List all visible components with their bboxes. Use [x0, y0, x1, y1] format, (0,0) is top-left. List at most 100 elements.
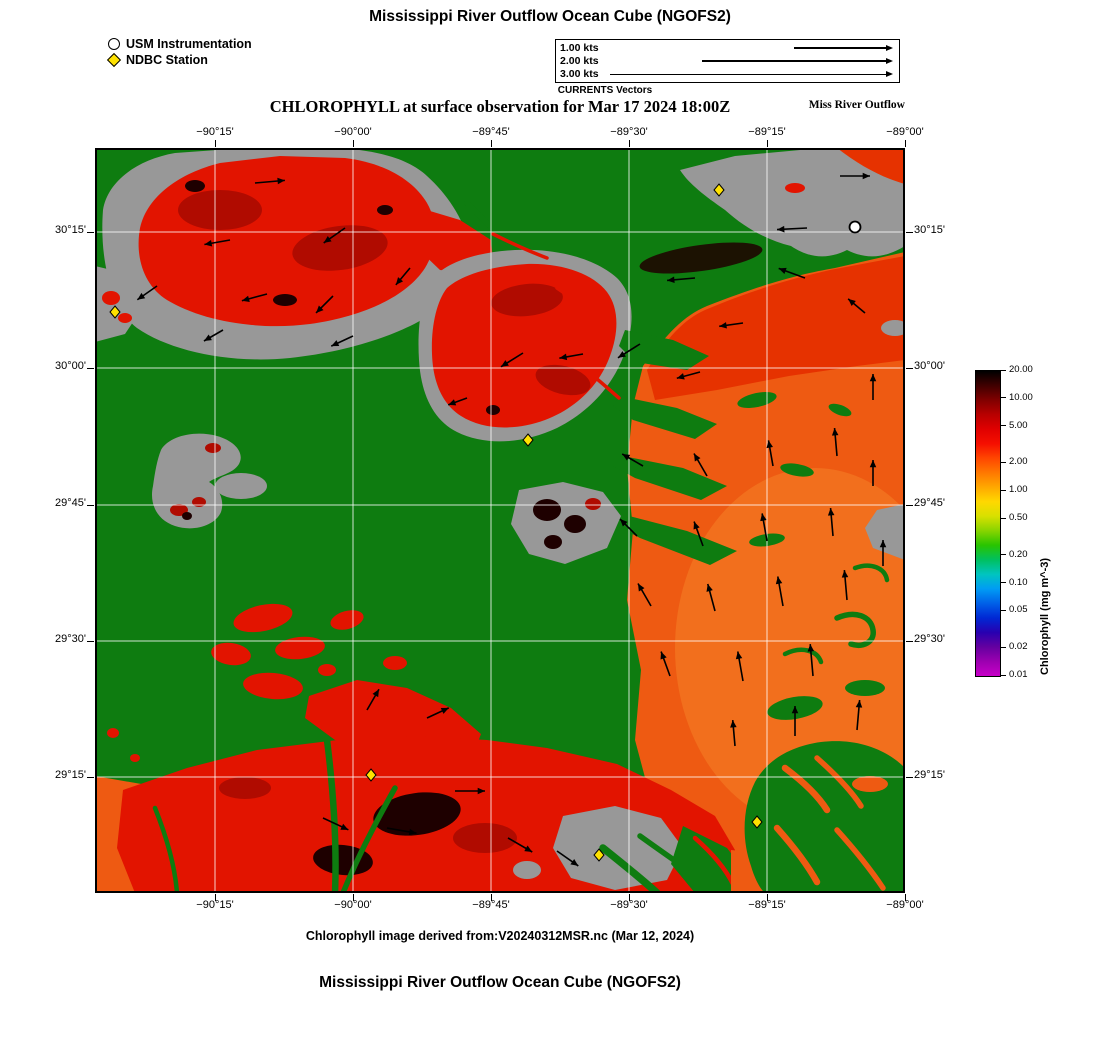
current-arrow-head [395, 277, 404, 285]
colorbar-tick-label: 0.02 [1009, 641, 1028, 653]
vector-scale-arrow [794, 44, 893, 51]
vector-scale-line [610, 73, 886, 75]
current-arrow-head [777, 225, 785, 233]
current-arrow-head [760, 513, 767, 522]
y-axis-label-left: 29°45' [55, 497, 86, 509]
y-axis-label-right: 29°15' [914, 769, 945, 781]
current-arrow-head [408, 828, 417, 836]
x-axis-label-bottom: −90°15' [196, 899, 234, 911]
current-arrow-head [559, 353, 568, 361]
current-arrow-head [570, 859, 579, 866]
ndbc-station-marker [751, 815, 763, 829]
vector-scale-label: 2.00 kts [560, 54, 599, 67]
vector-scale-row: 2.00 kts [556, 55, 899, 68]
current-vectors [136, 172, 887, 867]
current-arrow-head [331, 340, 340, 347]
arrow-head-icon [886, 44, 893, 51]
colorbar-tick-label: 1.00 [1009, 484, 1028, 496]
current-arrow-head [667, 276, 675, 284]
colorbar: Chlorophyll (mg m^-3) 20.00 10.00 5.00 2.00… [975, 364, 1075, 680]
current-arrow-head [775, 576, 783, 585]
colorbar-tick-label: 2.00 [1009, 456, 1028, 468]
current-arrow-head [778, 267, 787, 274]
vector-scale-row: 1.00 kts [556, 41, 899, 54]
map-corner-label: Miss River Outflow [808, 99, 905, 111]
axis-tick [906, 231, 913, 233]
symbol-legend: USM Instrumentation NDBC Station [106, 36, 252, 68]
colorbar-tick [1001, 646, 1006, 648]
ndbc-station-marker [593, 848, 605, 862]
current-arrow-head [869, 460, 877, 468]
axis-tick [352, 894, 354, 901]
ndbc-legend-label: NDBC Station [126, 53, 208, 67]
colorbar-tick [1001, 489, 1006, 491]
vector-scale-label: 1.00 kts [560, 41, 599, 54]
y-axis-label-left: 30°00' [55, 360, 86, 372]
axis-tick [87, 231, 94, 233]
current-arrow-head [622, 454, 631, 461]
axis-tick [87, 776, 94, 778]
chlorophyll-map [95, 148, 905, 893]
colorbar-tick [1001, 369, 1006, 371]
colorbar-tick-label: 5.00 [1009, 419, 1028, 431]
y-axis-label-left: 30°15' [55, 224, 86, 236]
current-arrow-head [807, 644, 815, 652]
current-arrow-head [730, 720, 737, 728]
current-arrow-head [316, 305, 324, 313]
x-axis-label-bottom: −90°00' [334, 899, 372, 911]
colorbar-tick [1001, 397, 1006, 399]
vector-scale-caption: CURRENTS Vectors [557, 85, 653, 96]
current-arrow-head [848, 298, 856, 307]
y-axis-label-right: 30°15' [914, 224, 945, 236]
current-arrow-head [676, 373, 685, 380]
axis-tick [352, 140, 354, 147]
ndbc-diamond-icon [106, 52, 122, 68]
x-axis-label-bottom: −89°30' [610, 899, 648, 911]
current-arrow-head [323, 236, 332, 243]
current-arrow-head [827, 508, 835, 516]
axis-tick [906, 776, 913, 778]
axis-tick [214, 140, 216, 147]
ndbc-station-marker [109, 305, 121, 319]
axis-tick [87, 504, 94, 506]
map-features [95, 148, 905, 893]
arrow-head-icon [886, 71, 893, 78]
axis-tick [87, 367, 94, 369]
x-axis-label-bottom: −89°45' [472, 899, 510, 911]
x-axis-label-top: −90°00' [334, 126, 372, 138]
axis-tick [214, 894, 216, 901]
x-axis-label-top: −90°15' [196, 126, 234, 138]
figure-title-top: Mississippi River Outflow Ocean Cube (NG… [369, 8, 731, 25]
current-arrow-head [855, 700, 863, 708]
map-plot [95, 148, 905, 893]
x-axis-label-top: −89°00' [886, 126, 924, 138]
usm-station-marker [848, 220, 862, 234]
colorbar-tick [1001, 609, 1006, 611]
vector-scale-arrow [702, 58, 893, 64]
axis-tick [766, 140, 768, 147]
figure-title-bottom: Mississippi River Outflow Ocean Cube (NG… [319, 974, 681, 991]
ndbc-station-marker [713, 183, 725, 197]
current-arrow-head [204, 240, 213, 247]
axis-tick [906, 504, 913, 506]
legend-row-ndbc: NDBC Station [106, 52, 252, 68]
current-vector-scale-box: 1.00 kts 2.00 kts 3.00 kts [555, 39, 900, 83]
map-frame [95, 148, 905, 893]
axis-tick [87, 640, 94, 642]
axis-tick [906, 640, 913, 642]
y-axis-label-left: 29°15' [55, 769, 86, 781]
current-arrow-head [241, 295, 250, 302]
x-axis-label-top: −89°45' [472, 126, 510, 138]
vector-scale-label: 3.00 kts [560, 68, 599, 80]
current-arrow-head [137, 292, 146, 300]
current-arrow-head [440, 707, 449, 714]
current-arrow-head [706, 583, 713, 592]
current-arrow-head [719, 322, 727, 329]
colorbar-tick-label: 10.00 [1009, 391, 1033, 403]
axis-tick [904, 140, 906, 147]
ndbc-station-marker [522, 433, 534, 447]
current-arrow-head [694, 453, 701, 462]
x-axis-label-bottom: −89°00' [886, 899, 924, 911]
current-arrow-head [620, 519, 628, 527]
current-arrow-head [340, 823, 349, 830]
